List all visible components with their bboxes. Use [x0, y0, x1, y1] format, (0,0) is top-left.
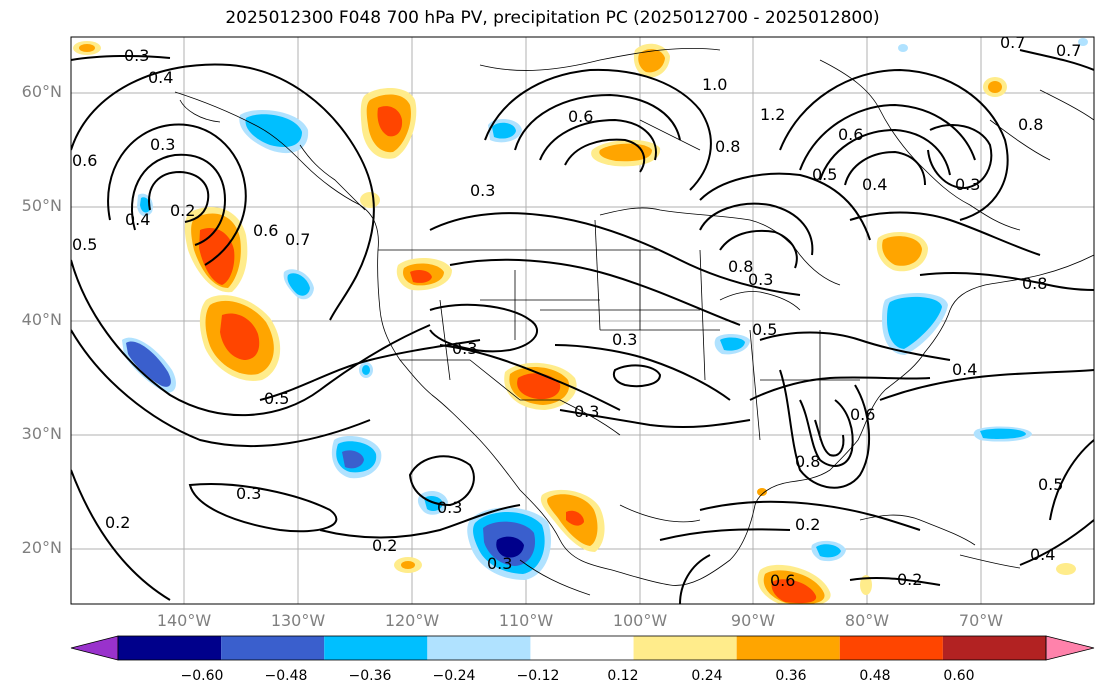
contour-label: 0.4 [862, 175, 887, 194]
negative-precip-shading [122, 38, 1088, 580]
contour-label: 0.8 [1022, 274, 1047, 293]
contour-label: 0.6 [72, 151, 97, 170]
contour-label: 1.2 [760, 105, 785, 124]
colorbar-tick-label: −0.12 [516, 668, 560, 684]
contour-label: 0.3 [955, 175, 980, 194]
contour-label: 0.3 [124, 46, 149, 65]
lon-label: 70°W [958, 611, 1004, 630]
contour-label: 0.2 [897, 570, 922, 589]
colorbar-box [427, 636, 531, 660]
contour-label: 0.6 [253, 221, 278, 240]
lon-label: 120°W [384, 611, 440, 630]
contour-label: 0.3 [748, 270, 773, 289]
contour-label: 0.2 [795, 515, 820, 534]
colorbar-tick-label: −0.24 [432, 668, 476, 684]
colorbar-tick-label: −0.60 [180, 668, 224, 684]
contour-label: 0.3 [470, 181, 495, 200]
contour-label: 0.2 [105, 513, 130, 532]
contour-label: 0.2 [170, 201, 195, 220]
colorbar-tick-label: 0.36 [775, 668, 807, 684]
colorbar-box [221, 636, 325, 660]
contour-label: 0.3 [612, 330, 637, 349]
contour-label: 0.6 [850, 405, 875, 424]
contour-label: 0.8 [795, 452, 820, 471]
colorbar-outline [117, 635, 1047, 661]
contour-label: 0.5 [752, 320, 777, 339]
colorbar-tick-label: 0.12 [607, 668, 639, 684]
contour-label: 0.7 [1000, 33, 1025, 52]
graticule [71, 37, 1094, 604]
lat-label: 20°N [21, 538, 62, 557]
contour-label: 0.3 [150, 135, 175, 154]
colorbar-tick-label: 0.48 [859, 668, 891, 684]
colorbar-tick-label: −0.48 [264, 668, 308, 684]
colorbar-box [942, 636, 1046, 660]
contour-label: 0.8 [715, 137, 740, 156]
colorbar-box [324, 636, 428, 660]
lon-label: 110°W [498, 611, 554, 630]
contour-label: 0.4 [1030, 545, 1055, 564]
contour-label: 0.5 [72, 235, 97, 254]
contour-label: 0.6 [838, 125, 863, 144]
contour-label: 0.7 [1056, 41, 1081, 60]
positive-precip-shading [73, 41, 1076, 604]
contour-label: 0.3 [437, 498, 462, 517]
lat-label: 30°N [21, 424, 62, 443]
map-title: 2025012300 F048 700 hPa PV, precipitatio… [225, 8, 880, 28]
contour-label: 0.3 [574, 402, 599, 421]
colorbar-tick-label: −0.36 [348, 668, 392, 684]
lon-label: 80°W [844, 611, 890, 630]
contour-label: 0.3 [487, 554, 512, 573]
lat-label: 60°N [21, 82, 62, 101]
contour-label: 0.7 [285, 230, 310, 249]
colorbar-box [839, 636, 943, 660]
lat-label: 50°N [21, 196, 62, 215]
colorbar-box [530, 636, 634, 660]
lon-label: 90°W [730, 611, 776, 630]
contour-label: 0.3 [452, 339, 477, 358]
contour-label: 1.0 [702, 75, 727, 94]
contour-label: 0.5 [264, 389, 289, 408]
colorbar [70, 635, 1095, 661]
contour-label: 0.4 [952, 360, 977, 379]
colorbar-box [736, 636, 840, 660]
lon-label: 100°W [612, 611, 668, 630]
contour-label: 0.2 [372, 536, 397, 555]
colorbar-tick-label: 0.60 [943, 668, 975, 684]
contour-label: 0.4 [148, 68, 173, 87]
lon-label: 140°W [156, 611, 212, 630]
contour-label: 0.8 [1018, 115, 1043, 134]
contour-label: 0.3 [236, 484, 261, 503]
coastlines-borders [174, 47, 1094, 596]
contour-label: 0.5 [812, 165, 837, 184]
lat-label: 40°N [21, 310, 62, 329]
colorbar-box [118, 636, 222, 660]
colorbar-box [633, 636, 737, 660]
map-frame [70, 36, 1095, 605]
colorbar-tick-label: 0.24 [691, 668, 723, 684]
contour-label: 0.4 [125, 210, 150, 229]
contour-label: 0.5 [1038, 475, 1063, 494]
contour-label: 0.6 [770, 571, 795, 590]
pv-contours [71, 49, 1094, 604]
colorbar-extend-low [70, 635, 119, 661]
lon-label: 130°W [270, 611, 326, 630]
colorbar-extend-high [1045, 635, 1095, 661]
contour-label: 0.6 [568, 107, 593, 126]
contour-labels: 0.3 0.4 0.6 0.3 0.2 0.5 0.4 0.6 0.7 0.5 … [72, 33, 1081, 590]
contour-label: 0.8 [728, 257, 753, 276]
